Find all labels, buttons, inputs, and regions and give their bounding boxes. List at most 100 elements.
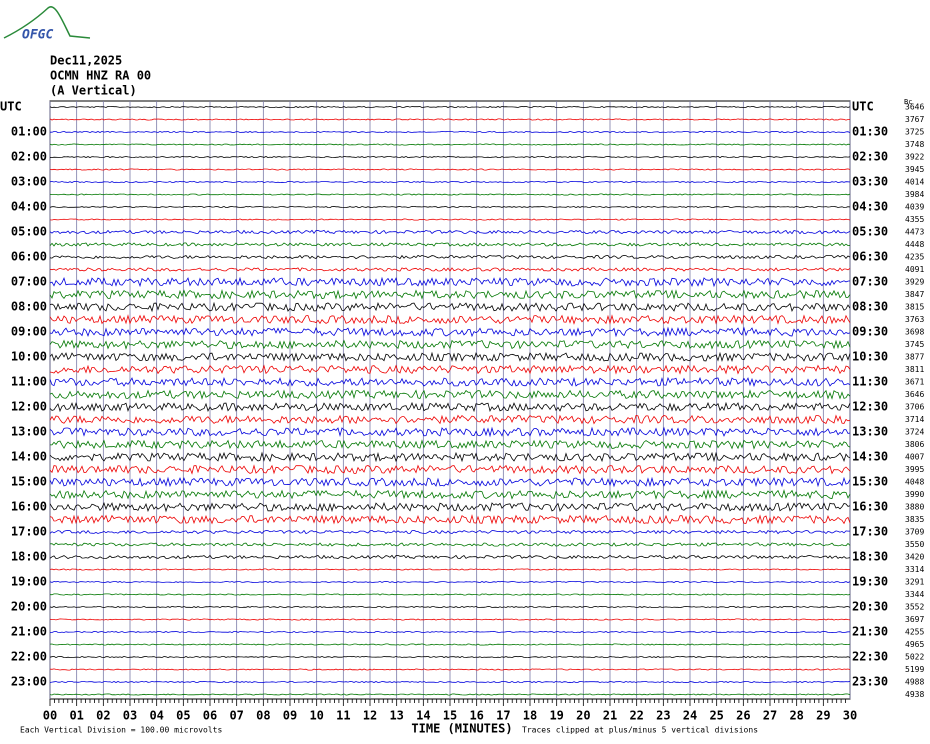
trace bbox=[49, 105, 851, 109]
trace-value: 3706 bbox=[905, 403, 924, 412]
trace-value: 4473 bbox=[905, 228, 924, 237]
trace-value: 5022 bbox=[905, 653, 924, 662]
trace bbox=[49, 205, 851, 209]
trace bbox=[49, 389, 851, 400]
trace bbox=[49, 451, 851, 463]
trace bbox=[49, 168, 851, 171]
x-label: 30 bbox=[843, 709, 857, 723]
trace bbox=[49, 155, 851, 159]
right-label: 05:30 bbox=[852, 225, 888, 239]
trace bbox=[49, 514, 851, 525]
right-label: 04:30 bbox=[852, 200, 888, 214]
trace bbox=[49, 668, 851, 671]
trace-value: 3880 bbox=[905, 503, 924, 512]
left-label: 23:00 bbox=[11, 675, 47, 689]
trace-value: 4048 bbox=[905, 478, 924, 487]
trace-value: 3745 bbox=[905, 340, 924, 349]
trace bbox=[49, 314, 851, 325]
trace bbox=[49, 568, 851, 571]
x-label: 04 bbox=[149, 709, 163, 723]
trace-value: 3835 bbox=[905, 515, 924, 524]
trace-value: 4988 bbox=[905, 678, 924, 687]
clip-note: Traces clipped at plus/minus 5 vertical … bbox=[522, 726, 758, 735]
right-label: 14:30 bbox=[852, 450, 888, 464]
trace-value: 3929 bbox=[905, 278, 924, 287]
left-label: 05:00 bbox=[11, 225, 47, 239]
trace bbox=[49, 364, 851, 375]
x-label: 23 bbox=[656, 709, 670, 723]
x-label: 08 bbox=[256, 709, 270, 723]
trace bbox=[49, 618, 851, 621]
trace-value: 4007 bbox=[905, 453, 924, 462]
trace-value: 5199 bbox=[905, 665, 924, 674]
trace bbox=[49, 326, 851, 338]
trace-value: 4235 bbox=[905, 253, 924, 262]
x-label: 18 bbox=[523, 709, 537, 723]
x-label: 16 bbox=[469, 709, 483, 723]
left-label: 15:00 bbox=[11, 475, 47, 489]
x-label: 26 bbox=[736, 709, 750, 723]
trace bbox=[49, 529, 850, 535]
right-label: 09:30 bbox=[852, 325, 888, 339]
trace-value: 3724 bbox=[905, 428, 924, 437]
right-label: 11:30 bbox=[852, 375, 888, 389]
trace bbox=[49, 680, 851, 684]
trace-value: 3725 bbox=[905, 128, 924, 137]
x-label: 02 bbox=[96, 709, 110, 723]
right-label: 15:30 bbox=[852, 475, 888, 489]
left-label: 16:00 bbox=[11, 500, 47, 514]
right-label: 12:30 bbox=[852, 400, 888, 414]
trace bbox=[49, 426, 851, 438]
trace bbox=[49, 501, 851, 513]
trace-value: 4448 bbox=[905, 240, 924, 249]
x-label: 01 bbox=[69, 709, 83, 723]
trace bbox=[49, 180, 851, 184]
trace-value: 4039 bbox=[905, 203, 924, 212]
x-label: 22 bbox=[629, 709, 643, 723]
x-label: 20 bbox=[576, 709, 590, 723]
trace bbox=[49, 229, 851, 235]
x-label: 06 bbox=[203, 709, 217, 723]
trace bbox=[49, 143, 851, 146]
trace bbox=[49, 542, 851, 547]
trace-value: 3811 bbox=[905, 365, 924, 374]
trace bbox=[50, 593, 851, 596]
left-label: 19:00 bbox=[11, 575, 47, 589]
x-label: 09 bbox=[283, 709, 297, 723]
trace-value: 3984 bbox=[905, 190, 924, 199]
trace-value: 3995 bbox=[905, 465, 924, 474]
x-label: 27 bbox=[763, 709, 777, 723]
trace bbox=[49, 414, 851, 425]
left-label: 08:00 bbox=[11, 300, 47, 314]
trace-value: 3990 bbox=[905, 490, 924, 499]
trace-value: 4938 bbox=[905, 690, 924, 699]
trace-value: 4965 bbox=[905, 640, 924, 649]
right-label: 16:30 bbox=[852, 500, 888, 514]
trace bbox=[49, 276, 851, 288]
trace-value: 3646 bbox=[905, 390, 924, 399]
trace-value: 3806 bbox=[905, 440, 924, 449]
x-label: 05 bbox=[176, 709, 190, 723]
trace bbox=[49, 301, 851, 313]
trace-value: 3922 bbox=[905, 153, 924, 162]
x-label: 28 bbox=[789, 709, 803, 723]
left-label: 13:00 bbox=[11, 425, 47, 439]
x-label: 25 bbox=[709, 709, 723, 723]
logo: OFGC bbox=[22, 28, 53, 43]
right-label: 08:30 bbox=[852, 300, 888, 314]
x-label: 11 bbox=[336, 709, 350, 723]
right-label: 01:30 bbox=[852, 125, 888, 139]
trace-value: 3748 bbox=[905, 140, 924, 149]
trace-value: 3550 bbox=[905, 540, 924, 549]
logo-curve bbox=[3, 6, 91, 39]
x-label: 12 bbox=[363, 709, 377, 723]
trace-value: 3763 bbox=[905, 315, 924, 324]
trace bbox=[49, 655, 851, 659]
trace bbox=[50, 130, 851, 134]
right-label: 18:30 bbox=[852, 550, 888, 564]
right-label: 07:30 bbox=[852, 275, 888, 289]
x-label: 07 bbox=[229, 709, 243, 723]
trace-value: 3877 bbox=[905, 353, 924, 362]
component: (A Vertical) bbox=[50, 84, 137, 98]
right-label: 19:30 bbox=[852, 575, 888, 589]
